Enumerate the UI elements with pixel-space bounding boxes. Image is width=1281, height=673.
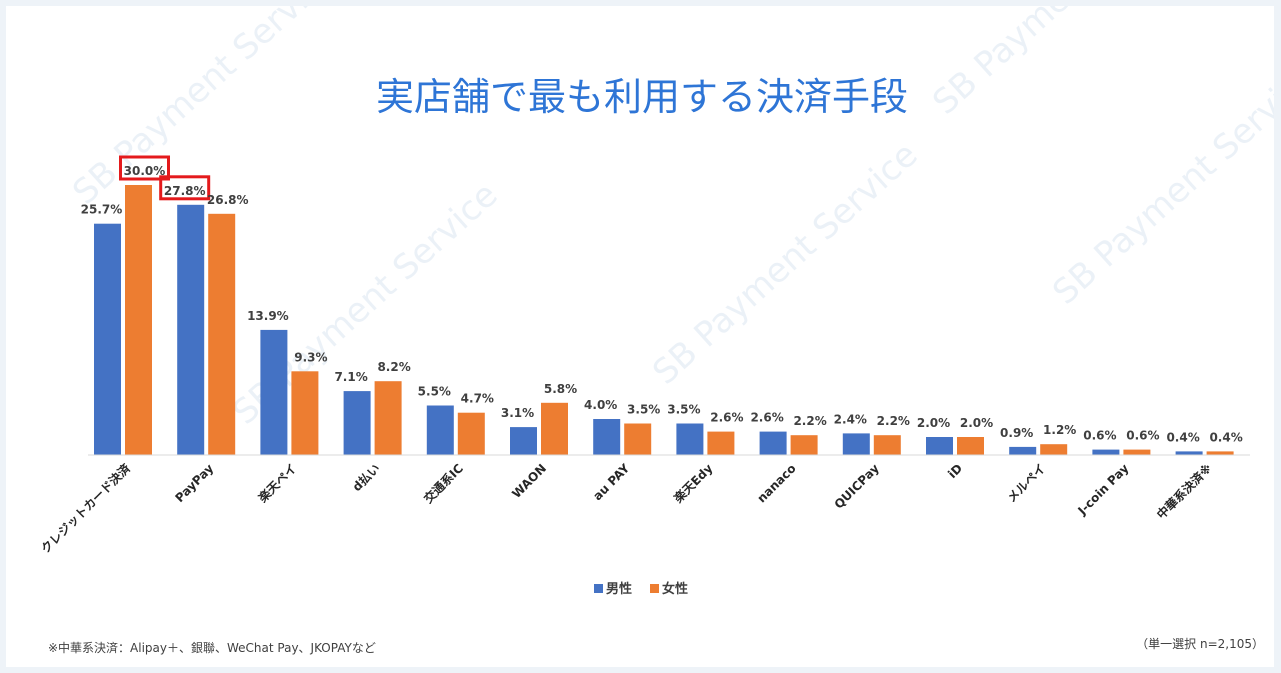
value-label: 30.0% [124,164,166,178]
bar-female [624,423,652,455]
category-label: WAON [509,461,549,501]
category-label: QUICPay [832,461,883,512]
chart-title: 実店舗で最も利用する決済手段 [376,75,908,119]
value-label: 0.6% [1126,429,1159,443]
bar-male [1092,449,1120,455]
legend: 男性 女性 [594,581,688,597]
value-label: 8.2% [377,360,410,374]
value-label: 25.7% [81,203,123,217]
watermark-text: SB Payment Service [645,135,925,393]
bar-male [426,405,454,455]
value-label: 2.4% [834,412,867,426]
legend-label: 男性 [606,581,632,597]
value-label: 0.6% [1083,429,1116,443]
watermark-text: SB Payment Service [65,6,345,213]
value-label: 0.4% [1209,430,1242,444]
value-label: 5.5% [418,385,451,399]
bar-female [291,371,319,455]
bar-female [541,402,568,455]
category-label: J-coin Pay [1074,461,1131,518]
bar-female [1123,449,1151,455]
category-label: iD [945,461,965,481]
bar-female [1206,451,1234,455]
highlight-box [119,155,170,181]
bar-male [926,437,953,455]
category-label: 楽天Edy [671,460,716,505]
bar-female [125,185,152,455]
value-label: 3.1% [501,406,534,420]
bar-female [374,381,402,455]
value-label: 2.2% [877,414,910,428]
bar-male [759,431,787,455]
bar-female [790,435,818,455]
value-label: 2.0% [960,416,993,430]
category-label: 楽天ペイ [255,461,300,506]
bar-female [208,213,236,455]
footnote-right: （単一選択 n=2,105） [1136,637,1264,651]
bar-female [957,437,984,455]
bar-male [260,329,288,455]
category-label: 交通系IC [420,460,466,506]
watermark-text: SB Payment Service [1045,55,1274,313]
legend-swatch [650,584,659,593]
bar-male [510,427,537,455]
bar-male [94,223,121,455]
bar-male [343,391,371,455]
bar-female [707,431,735,455]
category-label: メルペイ [1004,461,1048,505]
value-label: 2.0% [917,416,950,430]
value-label: 0.9% [1000,426,1033,440]
bar-male [842,433,870,455]
value-label: 26.8% [207,193,249,207]
value-label: 13.9% [247,309,289,323]
value-label: 3.5% [667,403,700,417]
category-label: PayPay [172,461,216,505]
category-labels-layer: クレジットカード決済 PayPay 楽天ペイ d払い 交通系IC WAON au PAY 楽天… [38,460,1215,556]
highlight-box [159,175,211,201]
value-label: 2.2% [793,414,826,428]
value-labels-layer: 25.7% 30.0% 27.8%26.8% 13.9% 9.3% 7.1% 8.2% 5.5… [81,155,1243,444]
bars-layer [94,185,1234,455]
bar-female [1040,444,1068,455]
value-label: 2.6% [750,411,783,425]
category-label: d払い [349,461,383,495]
bar-female [457,412,485,455]
value-label: 27.8% [164,184,206,198]
value-label: 0.4% [1166,430,1199,444]
chart-frame: SB Payment Service SB Payment Service SB P… [6,6,1274,667]
legend-label: 女性 [662,581,688,597]
value-label: 9.3% [294,350,327,364]
bar-male [676,423,704,455]
bar-female [873,435,901,455]
bar-male [177,204,205,455]
bar-male [1175,451,1203,455]
legend-swatch [594,584,603,593]
category-label: クレジットカード決済 [38,460,134,556]
category-label: au PAY [590,461,632,503]
value-label: 4.0% [584,398,617,412]
value-label: 1.2% [1043,423,1076,437]
bar-male [1009,446,1037,455]
category-label: 中華系決済※ [1153,461,1214,522]
value-label: 7.1% [334,370,367,384]
watermark-text: SB Payment Service [925,6,1205,123]
value-label: 2.6% [710,411,743,425]
value-label: 4.7% [461,392,494,406]
category-label: nanaco [754,461,798,505]
value-label: 3.5% [627,403,660,417]
footnote-left: ※中華系決済：Alipay＋、銀聯、WeChat Pay、JKOPAYなど [48,640,376,655]
bar-male [593,419,621,455]
value-label: 5.8% [544,382,577,396]
